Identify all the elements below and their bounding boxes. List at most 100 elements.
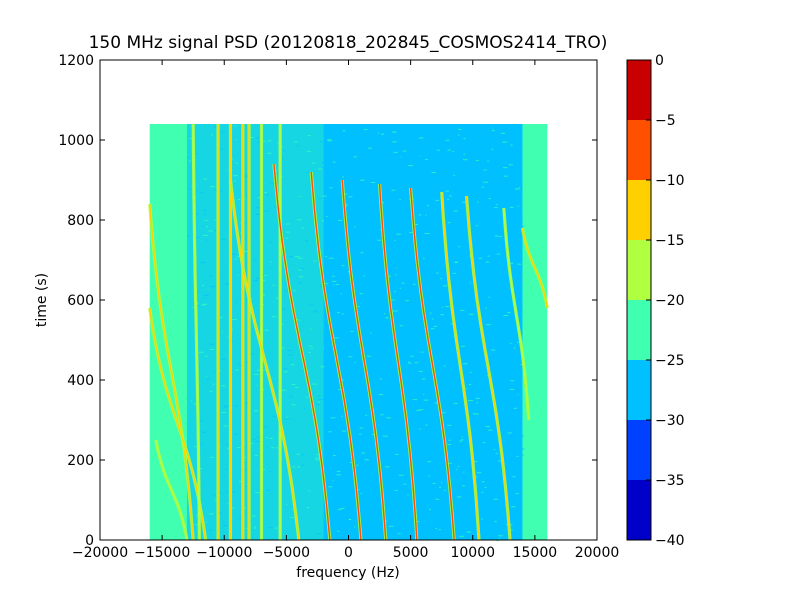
heatmap-speckle <box>356 464 359 466</box>
heatmap-speckle <box>409 286 412 288</box>
heatmap-speckle <box>221 359 226 361</box>
heatmap-speckle <box>360 179 365 181</box>
heatmap-speckle <box>357 355 360 357</box>
heatmap-speckle <box>194 213 199 215</box>
heatmap-speckle <box>509 206 514 208</box>
heatmap-speckle <box>312 383 317 385</box>
heatmap-speckle <box>492 162 496 164</box>
heatmap-speckle <box>476 472 482 474</box>
heatmap-speckle <box>514 263 518 265</box>
heatmap-speckle <box>458 128 462 130</box>
heatmap-speckle <box>205 376 207 378</box>
heatmap-speckle <box>374 292 376 294</box>
heatmap-speckle <box>470 167 473 169</box>
heatmap-speckle <box>251 515 256 517</box>
heatmap-speckle <box>307 135 312 137</box>
heatmap-speckle <box>196 291 199 293</box>
heatmap-speckle <box>420 507 424 509</box>
heatmap-speckle <box>253 410 259 412</box>
heatmap-speckle <box>226 283 228 285</box>
heatmap-speckle <box>501 401 503 403</box>
heatmap-speckle <box>340 414 344 416</box>
heatmap-speckle <box>453 132 455 134</box>
heatmap-speckle <box>403 360 408 362</box>
heatmap-speckle <box>284 506 287 508</box>
heatmap-speckle <box>512 502 514 504</box>
heatmap-speckle <box>254 526 257 528</box>
heatmap-speckle <box>234 125 237 127</box>
heatmap-speckle <box>332 480 334 482</box>
heatmap-speckle <box>382 144 385 146</box>
heatmap-speckle <box>377 388 380 390</box>
heatmap-speckle <box>399 325 403 327</box>
signal-trace-core <box>192 123 201 541</box>
heatmap-speckle <box>352 351 354 353</box>
heatmap-speckle <box>190 400 193 402</box>
heatmap-speckle <box>425 202 429 204</box>
heatmap-speckle <box>222 385 226 387</box>
heatmap-speckle <box>492 127 494 129</box>
y-tick-label: 400 <box>67 373 94 389</box>
heatmap-speckle <box>309 303 314 305</box>
heatmap-speckle <box>478 257 482 259</box>
heatmap-speckle <box>460 309 465 311</box>
heatmap-speckle <box>255 213 260 215</box>
colorbar-tick-label: −30 <box>655 413 685 429</box>
heatmap-speckle <box>255 137 260 139</box>
heatmap-speckle <box>422 257 425 259</box>
heatmap-speckle <box>367 147 372 149</box>
heatmap-speckle <box>422 321 425 323</box>
heatmap-speckle <box>517 205 519 207</box>
y-axis-label: time (s) <box>34 273 50 327</box>
x-tick-label: 5000 <box>393 545 429 561</box>
heatmap-speckle <box>445 306 450 308</box>
heatmap-speckle <box>213 494 216 496</box>
heatmap-speckle <box>451 393 455 395</box>
heatmap-speckle <box>453 402 458 404</box>
heatmap-speckle <box>222 132 226 134</box>
heatmap-speckle <box>353 237 356 239</box>
heatmap-speckle <box>202 225 205 227</box>
heatmap-speckle <box>488 429 493 431</box>
heatmap-speckle <box>519 307 523 309</box>
heatmap-speckle <box>331 464 336 466</box>
x-tick-label: −15000 <box>134 545 190 561</box>
heatmap-speckle <box>221 411 227 413</box>
heatmap-speckle <box>352 489 355 491</box>
heatmap-speckle <box>516 455 519 457</box>
heatmap-speckle <box>494 207 498 209</box>
heatmap-speckle <box>488 296 491 298</box>
heatmap-speckle <box>328 486 333 488</box>
heatmap-speckle <box>475 159 480 161</box>
heatmap-speckle <box>484 307 486 309</box>
heatmap-speckle <box>238 362 240 364</box>
heatmap-speckle <box>499 538 501 540</box>
heatmap-speckle <box>382 455 387 457</box>
heatmap-speckle <box>244 250 249 252</box>
heatmap-speckle <box>509 388 515 390</box>
heatmap-speckle <box>361 452 366 454</box>
heatmap-speckle <box>406 451 408 453</box>
heatmap-speckle <box>336 312 341 314</box>
heatmap-speckle <box>416 409 421 411</box>
heatmap-speckle <box>318 197 322 199</box>
heatmap-speckle <box>434 186 437 188</box>
heatmap-speckle <box>235 258 238 260</box>
heatmap-speckle <box>457 134 460 136</box>
heatmap-speckle <box>510 343 512 345</box>
heatmap-speckle <box>450 323 453 325</box>
heatmap-speckle <box>194 403 198 405</box>
heatmap-speckle <box>365 147 371 149</box>
heatmap-speckle <box>506 523 508 525</box>
heatmap-speckle <box>363 312 366 314</box>
heatmap-speckle <box>327 140 333 142</box>
heatmap-speckle <box>511 506 516 508</box>
heatmap-speckle <box>419 409 424 411</box>
heatmap-speckle <box>275 169 278 171</box>
heatmap-speckle <box>459 535 464 537</box>
heatmap-speckle <box>406 463 412 465</box>
heatmap-speckle <box>387 233 391 235</box>
heatmap-speckle <box>283 371 288 373</box>
heatmap-speckle <box>391 131 397 133</box>
heatmap-speckle <box>493 448 496 450</box>
